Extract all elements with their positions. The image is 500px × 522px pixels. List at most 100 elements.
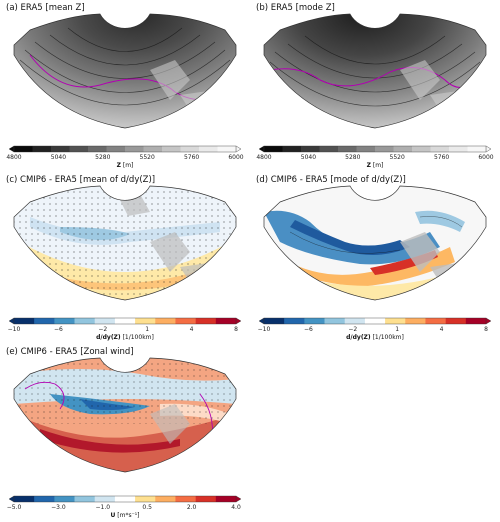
colorbar-a: 4800 5040 5280 5520 5760 6000 Z [m] xyxy=(6,145,244,169)
colorbar-label-unit: [m*s⁻¹] xyxy=(115,512,139,519)
colorbar-frame xyxy=(13,145,237,153)
colorbar-tick-label: 5760 xyxy=(434,154,449,161)
colorbar-segment xyxy=(162,146,181,152)
colorbar-label-variable: Z xyxy=(367,162,372,169)
colorbar-segment xyxy=(54,318,75,324)
colorbar-tick-label: 4 xyxy=(190,326,194,333)
colorbar-segment xyxy=(385,318,406,324)
colorbar-tick-label: 5280 xyxy=(95,154,110,161)
colorbar-tick-label: −1.0 xyxy=(96,504,111,511)
colorbar-segment xyxy=(405,318,426,324)
colorbar-segment xyxy=(175,496,196,502)
map-a xyxy=(13,13,237,129)
colorbar-segment xyxy=(215,318,237,324)
colorbar-tick-label: 1 xyxy=(395,326,399,333)
colorbar-segment xyxy=(375,146,394,152)
panel-e: (e) CMIP6 - ERA5 [Zonal wind] −5.0 −3.0 −1… xyxy=(0,344,250,522)
colorbar-tick-label: 8 xyxy=(234,326,238,333)
colorbar-segment xyxy=(324,318,346,324)
colorbar-segment xyxy=(69,146,89,152)
colorbar-tick-label: 4 xyxy=(440,326,444,333)
colorbar-tick-label: 5040 xyxy=(51,154,66,161)
colorbar-segment xyxy=(34,318,55,324)
colorbar-extend-min xyxy=(258,145,265,153)
panel-a: (a) ERA5 [mean Z] 4800 5040 5280 5520 5760 60… xyxy=(0,0,250,172)
colorbar-d: −10 −6 −2 1 4 8 d/dy(Z) [1/100km] xyxy=(258,317,492,341)
colorbar-label-variable: Z xyxy=(117,162,122,169)
colorbar-segment xyxy=(430,146,450,152)
colorbar-segment xyxy=(264,318,285,324)
colorbar-segment xyxy=(14,318,35,324)
colorbar-extend-max xyxy=(235,145,242,153)
colorbar-segment xyxy=(155,318,176,324)
colorbar-c: −10 −6 −2 1 4 8 d/dy(Z) [1/100km] xyxy=(8,317,242,341)
colorbar-tick-label: 6000 xyxy=(228,154,243,161)
colorbar-segment xyxy=(264,146,283,152)
colorbar-label-variable: d/dy(Z) xyxy=(346,334,371,341)
colorbar-frame xyxy=(13,317,237,325)
colorbar-segment xyxy=(284,318,305,324)
colorbar-segment xyxy=(135,496,156,502)
colorbar-segment xyxy=(304,318,325,324)
colorbar-segment xyxy=(195,318,217,324)
panel-b: (b) ERA5 [mode Z] 4800 5040 5280 5520 5760 60… xyxy=(250,0,500,172)
colorbar-tick-label: 2.0 xyxy=(187,504,197,511)
colorbar-tick-label: −6 xyxy=(304,326,313,333)
colorbar-segment xyxy=(319,146,339,152)
colorbar-segment xyxy=(32,146,52,152)
colorbar-segment xyxy=(180,146,200,152)
map-d xyxy=(263,185,487,301)
colorbar-tick-label: −5.0 xyxy=(7,504,22,511)
colorbar-tick-label: 5040 xyxy=(301,154,316,161)
colorbar-label-unit: [m] xyxy=(371,162,383,169)
colorbar-extend-max xyxy=(235,317,242,325)
colorbar-tick-label: 4800 xyxy=(6,154,21,161)
colorbar-segment xyxy=(94,318,116,324)
colorbar-segment xyxy=(393,146,413,152)
colorbar-segment xyxy=(465,318,487,324)
colorbar-tick-label: −10 xyxy=(258,326,271,333)
colorbar-label: Z [m] xyxy=(117,162,134,169)
colorbar-label-unit: [m] xyxy=(121,162,133,169)
map-e xyxy=(13,357,237,473)
colorbar-segment xyxy=(34,496,55,502)
colorbar-b: 4800 5040 5280 5520 5760 6000 Z [m] xyxy=(256,145,494,169)
colorbar-segment xyxy=(195,496,217,502)
colorbar-segment xyxy=(51,146,70,152)
colorbar-tick-label: 8 xyxy=(484,326,488,333)
colorbar-segment xyxy=(175,318,196,324)
colorbar-segment xyxy=(199,146,218,152)
panel-c: (c) CMIP6 - ERA5 [mean of d/dy(Z)] −10 −6… xyxy=(0,172,250,344)
colorbar-segment xyxy=(445,318,467,324)
colorbar-extend-min xyxy=(8,317,15,325)
colorbar-segment xyxy=(301,146,320,152)
colorbar-segment xyxy=(135,318,156,324)
colorbar-segment xyxy=(94,496,116,502)
colorbar-extend-min xyxy=(8,145,15,153)
colorbar-segment xyxy=(467,146,487,152)
colorbar-segment xyxy=(344,318,366,324)
colorbar-label-unit: [1/100km] xyxy=(371,334,404,341)
colorbar-segment xyxy=(412,146,431,152)
colorbar-label: Z [m] xyxy=(367,162,384,169)
colorbar-segment xyxy=(106,146,126,152)
colorbar-tick-label: 4800 xyxy=(256,154,271,161)
panel-title: (c) CMIP6 - ERA5 [mean of d/dy(Z)] xyxy=(6,175,156,185)
colorbar-segment xyxy=(74,318,96,324)
colorbar-tick-label: −3.0 xyxy=(51,504,66,511)
colorbar-tick-label: −2 xyxy=(348,326,357,333)
colorbar-segment xyxy=(54,496,75,502)
colorbar-segment xyxy=(143,146,163,152)
colorbar-extend-max xyxy=(485,317,492,325)
colorbar-extend-max xyxy=(485,145,492,153)
colorbar-segment xyxy=(449,146,468,152)
colorbar-e: −5.0 −3.0 −1.0 0.5 2.0 4.0 U [m*s⁻¹] xyxy=(7,495,242,519)
colorbar-tick-label: −6 xyxy=(54,326,63,333)
colorbar-segment xyxy=(88,146,107,152)
colorbar-tick-label: 5520 xyxy=(140,154,155,161)
colorbar-label-variable: U xyxy=(110,512,115,519)
colorbar-segment xyxy=(114,496,136,502)
colorbar-segment xyxy=(14,496,35,502)
colorbar-tick-label: −10 xyxy=(8,326,21,333)
colorbar-tick-label: 4.0 xyxy=(231,504,241,511)
